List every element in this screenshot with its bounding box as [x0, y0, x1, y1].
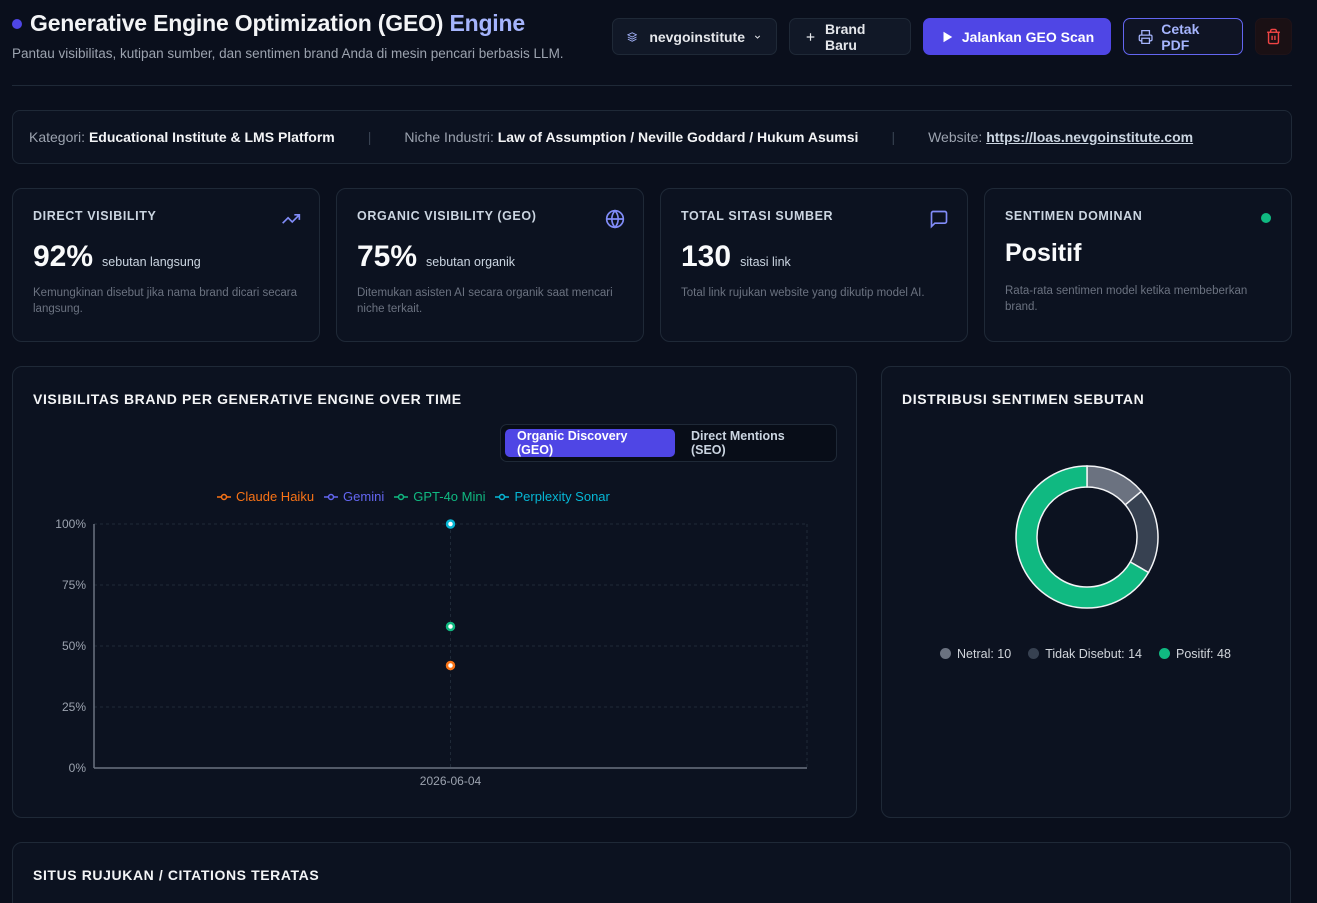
page-title: Generative Engine Optimization (GEO) Eng… — [30, 10, 525, 36]
legend-label: GPT-4o Mini — [413, 489, 486, 504]
info-separator: | — [891, 129, 896, 145]
run-scan-label: Jalankan GEO Scan — [961, 28, 1095, 45]
panel-title: SITUS RUJUKAN / CITATIONS TERATAS — [33, 867, 320, 883]
y-tick-label: 75% — [62, 578, 86, 592]
chart-legend: Claude Haiku Gemini GPT-4o Mini Perplexi… — [217, 489, 610, 504]
stat-value: Positif — [1005, 239, 1082, 267]
brand-select-value: nevgoinstitute — [649, 28, 745, 45]
legend-label: Netral: 10 — [957, 647, 1012, 661]
y-tick-label: 25% — [62, 700, 86, 714]
stat-unit: sebutan organik — [426, 255, 515, 269]
print-pdf-label: Cetak PDF — [1161, 20, 1200, 53]
trash-icon — [1267, 28, 1280, 45]
stat-card-total-citations: TOTAL SITASI SUMBER 130 sitasi link Tota… — [660, 188, 968, 342]
stat-card-dominant-sentiment: SENTIMEN DOMINAN Positif Rata-rata senti… — [984, 188, 1292, 342]
page-subtitle: Pantau visibilitas, kutipan sumber, dan … — [12, 46, 564, 61]
legend-item[interactable]: Positif: 48 — [1159, 647, 1231, 661]
stat-value: 75% — [357, 240, 418, 273]
stat-label: SENTIMEN DOMINAN — [1005, 209, 1143, 223]
status-dot-icon — [1261, 213, 1271, 223]
stat-description: Total link rujukan website yang dikutip … — [681, 287, 925, 299]
stat-description: Ditemukan asisten AI secara organik saat… — [357, 287, 613, 315]
stat-card-direct-visibility: DIRECT VISIBILITY 92% sebutan langsung K… — [12, 188, 320, 342]
header-divider — [12, 85, 1292, 86]
run-scan-button[interactable]: Jalankan GEO Scan — [923, 18, 1111, 55]
tab-direct-mentions[interactable]: Direct Mentions (SEO) — [690, 429, 785, 457]
stat-value: 92% — [33, 240, 94, 273]
print-pdf-button[interactable]: Cetak PDF — [1123, 18, 1243, 55]
legend-item[interactable]: Perplexity Sonar — [495, 489, 610, 504]
new-brand-label: Brand Baru — [825, 20, 866, 53]
y-tick-label: 0% — [69, 761, 87, 775]
brand-select[interactable]: nevgoinstitute — [612, 18, 777, 55]
trending-up-icon — [282, 214, 301, 224]
legend-label: Gemini — [343, 489, 385, 504]
category-info: Kategori: Educational Institute & LMS Pl… — [29, 129, 335, 145]
data-point — [445, 621, 456, 632]
mode-toggle: Organic Discovery (GEO) Direct Mentions … — [500, 424, 837, 462]
legend-label: Perplexity Sonar — [514, 489, 610, 504]
delete-button[interactable] — [1255, 18, 1292, 55]
info-separator: | — [367, 129, 372, 145]
legend-marker-icon — [217, 493, 231, 500]
stat-description: Kemungkinan disebut jika nama brand dica… — [33, 287, 298, 315]
legend-item[interactable]: Tidak Disebut: 14 — [1028, 647, 1142, 661]
play-icon — [943, 31, 953, 42]
chevron-down-icon — [754, 35, 761, 39]
data-point — [445, 660, 456, 671]
layers-icon — [627, 31, 638, 42]
data-point — [445, 519, 456, 529]
legend-item[interactable]: Claude Haiku — [217, 489, 314, 504]
visibility-chart-panel: VISIBILITAS BRAND PER GENERATIVE ENGINE … — [12, 366, 857, 818]
stat-description: Rata-rata sentimen model ketika membeber… — [1005, 285, 1248, 313]
website-info: Website: https://loas.nevgoinstitute.com — [928, 129, 1194, 145]
sentiment-donut-chart — [1015, 465, 1159, 609]
new-brand-button[interactable]: Brand Baru — [789, 18, 911, 55]
legend-item[interactable]: GPT-4o Mini — [394, 489, 485, 504]
panel-title: DISTRIBUSI SENTIMEN SEBUTAN — [902, 391, 1145, 407]
y-tick-label: 100% — [55, 517, 86, 531]
pie-slice — [1124, 490, 1159, 574]
page-header: Generative Engine Optimization (GEO) Eng… — [12, 10, 1292, 70]
legend-marker-icon — [495, 493, 510, 500]
legend-item[interactable]: Gemini — [324, 489, 384, 504]
sentiment-chart-panel: DISTRIBUSI SENTIMEN SEBUTAN Netral: 10 T… — [881, 366, 1291, 818]
legend-swatch — [1028, 648, 1040, 659]
tab-organic-discovery[interactable]: Organic Discovery (GEO) — [505, 429, 675, 457]
stat-card-organic-visibility: ORGANIC VISIBILITY (GEO) 75% sebutan org… — [336, 188, 644, 342]
stat-label: ORGANIC VISIBILITY (GEO) — [357, 209, 537, 223]
printer-icon — [1138, 29, 1153, 44]
citations-panel: SITUS RUJUKAN / CITATIONS TERATAS — [12, 842, 1291, 903]
legend-label: Claude Haiku — [236, 489, 315, 504]
header-actions: nevgoinstitute Brand Baru Jalankan GEO S… — [612, 18, 1292, 55]
legend-label: Positif: 48 — [1176, 647, 1231, 661]
message-square-icon — [930, 210, 948, 229]
website-link[interactable]: https://loas.nevgoinstitute.com — [986, 129, 1194, 145]
legend-swatch — [940, 648, 951, 659]
sentiment-legend: Netral: 10 Tidak Disebut: 14 Positif: 48 — [940, 647, 1231, 661]
status-dot-icon — [12, 18, 22, 29]
stat-unit: sebutan langsung — [102, 255, 201, 269]
stat-label: TOTAL SITASI SUMBER — [681, 209, 834, 223]
stat-unit: sitasi link — [740, 255, 791, 269]
y-tick-label: 50% — [62, 639, 86, 653]
stat-label: DIRECT VISIBILITY — [33, 209, 157, 223]
legend-marker-icon — [324, 493, 339, 500]
stat-value: 130 — [681, 240, 732, 273]
legend-marker-icon — [394, 493, 409, 500]
legend-label: Tidak Disebut: 14 — [1045, 647, 1143, 661]
brand-info-bar: Kategori: Educational Institute & LMS Pl… — [12, 110, 1292, 164]
legend-swatch — [1159, 648, 1171, 659]
panel-title: VISIBILITAS BRAND PER GENERATIVE ENGINE … — [33, 391, 462, 407]
plus-icon — [806, 32, 815, 41]
niche-info: Niche Industri: Law of Assumption / Nevi… — [404, 129, 859, 145]
pie-slice — [1015, 465, 1150, 609]
globe-icon — [605, 209, 625, 229]
legend-item[interactable]: Netral: 10 — [940, 647, 1011, 661]
x-tick-label: 2026-06-04 — [420, 774, 482, 788]
